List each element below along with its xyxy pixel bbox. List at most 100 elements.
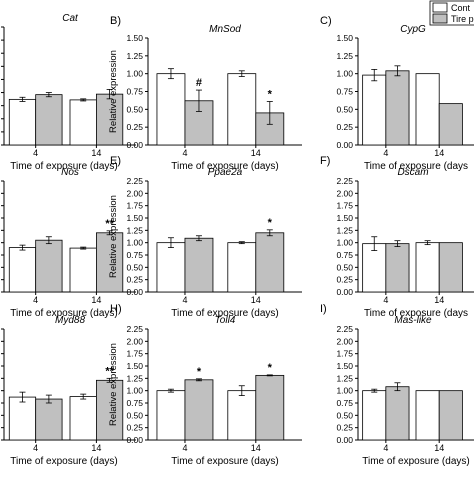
chart-title: Ppae2a xyxy=(208,167,243,178)
bar-treated xyxy=(255,374,285,441)
y-tick-label: 1.25 xyxy=(336,51,353,61)
bar-treated xyxy=(255,232,285,293)
chart-panel: 4 14 ** Nos Time of exposure (days) xyxy=(1,167,136,319)
y-tick-label: 0.00 xyxy=(336,140,353,150)
y-tick-label: 0.25 xyxy=(336,122,353,132)
y-tick-label: 1.75 xyxy=(336,201,353,211)
y-tick-label: 2.25 xyxy=(126,324,143,334)
bar-control xyxy=(415,390,440,441)
y-tick-label: 0.00 xyxy=(336,287,353,297)
significance-marker: * xyxy=(268,88,273,100)
chart-panel: 0.00 0.25 0.50 0.75 1.00 1.25 1.50 1.75 2.00 2.25… xyxy=(320,303,474,467)
chart-title: Myd88 xyxy=(55,315,85,326)
x-axis-label: Time of exposure (days) xyxy=(362,456,469,467)
y-tick-label: 0.25 xyxy=(126,122,143,132)
significance-marker: * xyxy=(268,217,273,229)
bar-treated xyxy=(184,379,214,441)
x-axis-label: Time of exposure (days) xyxy=(10,161,117,172)
chart-panel: 0.00 0.25 0.50 0.75 1.00 1.25 1.50 1.75 2.00 2.25… xyxy=(108,155,302,319)
bar-treated xyxy=(438,390,463,441)
y-tick-label: 0.75 xyxy=(336,87,353,97)
bar-control xyxy=(362,74,387,146)
x-axis-label: Time of exposure (days) xyxy=(171,456,278,467)
bar-control xyxy=(69,396,97,441)
y-tick-label: 0.25 xyxy=(336,275,353,285)
y-tick-label: 1.25 xyxy=(126,373,143,383)
y-tick-label: 1.00 xyxy=(126,238,143,248)
bar-control xyxy=(8,247,37,293)
significance-marker: * xyxy=(197,366,202,378)
y-tick-label: 1.25 xyxy=(336,373,353,383)
x-tick-label: 14 xyxy=(434,443,444,453)
x-tick-label: 4 xyxy=(383,148,388,158)
y-tick-label: 1.00 xyxy=(336,386,353,396)
bar-treated xyxy=(96,379,124,441)
chart-title: Cat xyxy=(62,13,79,24)
x-axis-label: Time of exposure (days xyxy=(364,161,468,172)
x-tick-label: 14 xyxy=(91,295,101,305)
bar-treated xyxy=(385,243,410,293)
y-tick-label: 2.25 xyxy=(336,176,353,186)
panel-label: F) xyxy=(320,155,330,167)
y-tick-label: 1.50 xyxy=(126,213,143,223)
bar-control xyxy=(227,73,257,146)
x-axis-label: Time of exposure (days) xyxy=(171,161,278,172)
x-axis-label: Time of exposure (days) xyxy=(10,308,117,319)
x-tick-label: 4 xyxy=(182,443,187,453)
bar-control xyxy=(227,242,257,293)
y-tick-label: 1.50 xyxy=(336,33,353,43)
chart-title: Dscam xyxy=(397,167,428,178)
y-tick-label: 0.50 xyxy=(126,410,143,420)
y-tick-label: 2.00 xyxy=(126,336,143,346)
x-tick-label: 4 xyxy=(33,295,38,305)
chart-title: Mas-like xyxy=(394,315,432,326)
significance-marker: ** xyxy=(105,365,114,377)
panel-label: H) xyxy=(110,303,122,315)
bar-control xyxy=(415,242,440,293)
bar-treated xyxy=(96,232,124,293)
x-tick-label: 14 xyxy=(434,148,444,158)
y-tick-label: 0.75 xyxy=(126,250,143,260)
y-tick-label: 0.75 xyxy=(126,87,143,97)
panel-label: C) xyxy=(320,15,332,27)
x-tick-label: 14 xyxy=(91,443,101,453)
bar-control xyxy=(69,247,97,293)
y-tick-label: 0.75 xyxy=(336,398,353,408)
x-tick-label: 14 xyxy=(251,295,261,305)
chart-title: MnSod xyxy=(209,24,241,35)
y-axis-label: Relative expression xyxy=(108,343,119,426)
bar-control xyxy=(69,99,97,146)
y-tick-label: 1.25 xyxy=(126,225,143,235)
bar-treated xyxy=(35,398,63,441)
y-tick-label: 0.25 xyxy=(126,275,143,285)
y-tick-label: 2.00 xyxy=(126,188,143,198)
x-axis-label: Time of exposure (days) xyxy=(10,456,117,467)
y-tick-label: 0.50 xyxy=(336,410,353,420)
x-tick-label: 14 xyxy=(251,443,261,453)
y-tick-label: 1.00 xyxy=(126,386,143,396)
legend-label: Tire p xyxy=(451,14,474,24)
y-tick-label: 0.25 xyxy=(336,423,353,433)
bar-treated xyxy=(184,100,214,146)
panel-label: I) xyxy=(320,303,327,315)
y-tick-label: 0.50 xyxy=(126,262,143,272)
bar-control xyxy=(415,73,440,146)
y-tick-label: 2.25 xyxy=(126,176,143,186)
y-tick-label: 0.00 xyxy=(336,435,353,445)
y-tick-label: 1.00 xyxy=(126,69,143,79)
y-axis-label: Relative expression xyxy=(108,195,119,278)
y-tick-label: 1.00 xyxy=(336,238,353,248)
y-axis-label: Relative expression xyxy=(108,50,119,133)
x-tick-label: 4 xyxy=(383,443,388,453)
x-tick-label: 4 xyxy=(33,148,38,158)
y-tick-label: 0.00 xyxy=(126,287,143,297)
bar-treated xyxy=(35,239,63,293)
legend-label: Cont xyxy=(451,3,471,13)
y-tick-label: 0.75 xyxy=(336,250,353,260)
chart-panel: 4 14 Cat Time of exposure (days) xyxy=(1,13,136,172)
y-tick-label: 0.00 xyxy=(126,435,143,445)
bar-control xyxy=(156,242,186,293)
